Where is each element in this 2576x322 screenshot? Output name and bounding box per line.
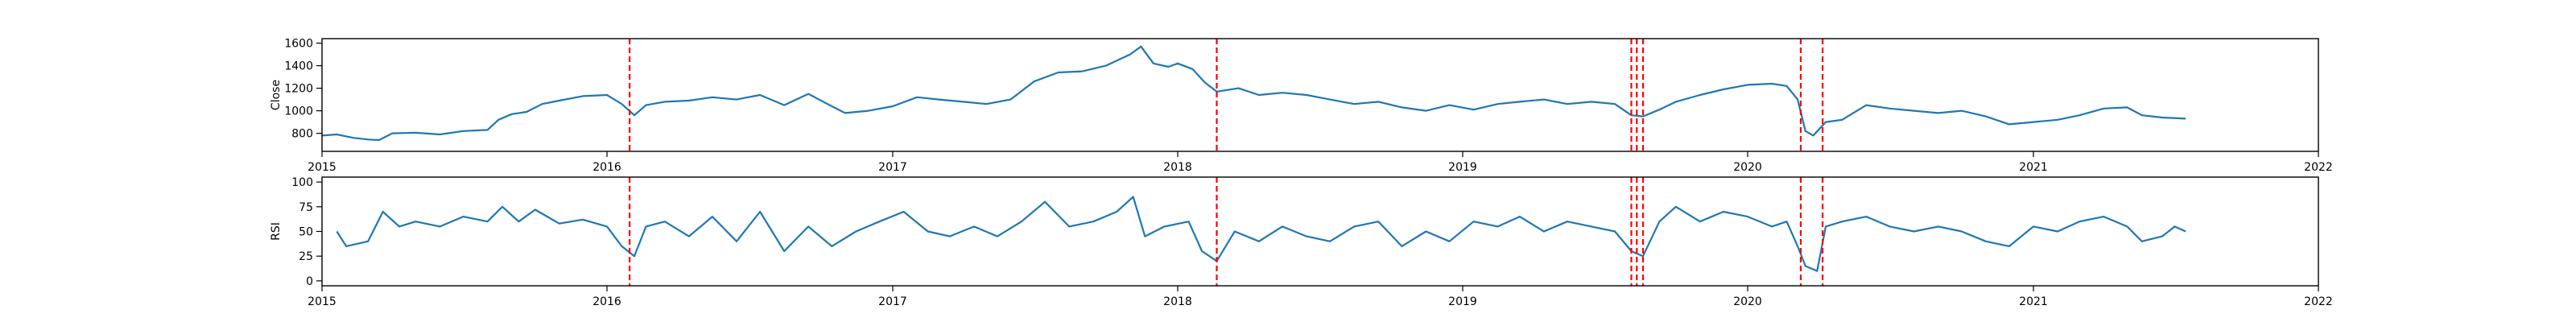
y-tick-label: 800 [291, 128, 313, 141]
x-tick-label: 2020 [1733, 161, 1762, 174]
y-tick-label: 50 [299, 226, 313, 239]
y-tick-label: 1200 [284, 83, 313, 96]
x-tick-label: 2021 [2019, 161, 2048, 174]
rsi-panel: 2015 2016 2017 2018 2019 2020 2021 2022 0 25 50 75 1… [270, 176, 2333, 308]
x-tick-label: 2020 [1733, 295, 1762, 308]
x-tick-label: 2015 [308, 295, 336, 308]
series-line-0 [321, 45, 2186, 142]
x-tick-label: 2017 [878, 295, 907, 308]
y-tick-label: 75 [299, 201, 313, 214]
x-tick-label: 2018 [1163, 161, 1192, 174]
y-tick-label: 1400 [284, 60, 313, 73]
y-tick-label: 1000 [284, 105, 313, 118]
x-tick-label: 2015 [308, 161, 336, 174]
y-tick-label: 1600 [284, 38, 313, 51]
x-tick-label: 2021 [2019, 295, 2048, 308]
y-tick-label: 25 [299, 250, 313, 263]
x-tick-label: 2017 [878, 161, 907, 174]
y-tick-label: 100 [291, 176, 313, 189]
x-tick-label: 2016 [592, 295, 621, 308]
x-tick-label: 2019 [1448, 295, 1477, 308]
y-axis-label: RSI [270, 222, 283, 241]
x-tick-label: 2022 [2304, 295, 2333, 308]
x-tick-label: 2019 [1448, 161, 1477, 174]
axes-frame [321, 38, 2319, 152]
close-price-panel: 2015 2016 2017 2018 2019 2020 2021 2022 800 1000 1… [270, 38, 2333, 174]
y-tick-label: 0 [306, 275, 313, 288]
x-tick-label: 2016 [592, 161, 621, 174]
y-axis-label: Close [270, 80, 283, 110]
x-tick-label: 2018 [1163, 295, 1192, 308]
series-line-0 [336, 196, 2186, 272]
x-tick-label: 2022 [2304, 161, 2333, 174]
